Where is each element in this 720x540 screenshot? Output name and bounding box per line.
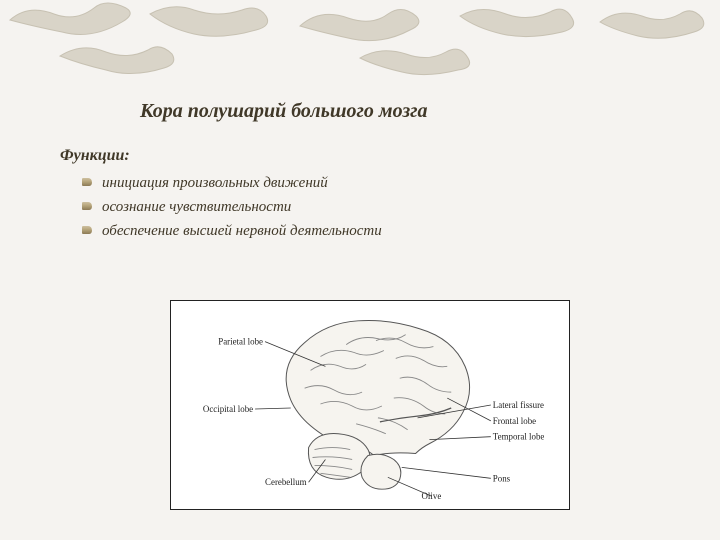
temporal-label: Temporal lobe <box>493 432 545 442</box>
slide-content: Кора полушарий большого мозга Функции: и… <box>60 100 680 243</box>
frontal-label: Frontal lobe <box>493 416 536 426</box>
list-item: инициация произвольных движений <box>82 171 680 195</box>
list-item: осознание чувствительности <box>82 195 680 219</box>
brain-diagram: Parietal lobe Occipital lobe Cerebellum Oli… <box>170 300 570 510</box>
parietal-label: Parietal lobe <box>218 337 263 347</box>
olive-label: Olive <box>422 491 442 501</box>
occipital-label: Occipital lobe <box>203 404 253 414</box>
lateral-label: Lateral fissure <box>493 400 544 410</box>
list-item: обеспечение высшей нервной деятельности <box>82 219 680 243</box>
slide-title: Кора полушарий большого мозга <box>140 100 680 123</box>
pons-label: Pons <box>493 473 511 483</box>
functions-list: инициация произвольных движений осознани… <box>82 171 680 243</box>
cerebellum-label: Cerebellum <box>265 477 307 487</box>
functions-heading: Функции: <box>60 147 680 165</box>
header-decoration <box>0 0 720 80</box>
